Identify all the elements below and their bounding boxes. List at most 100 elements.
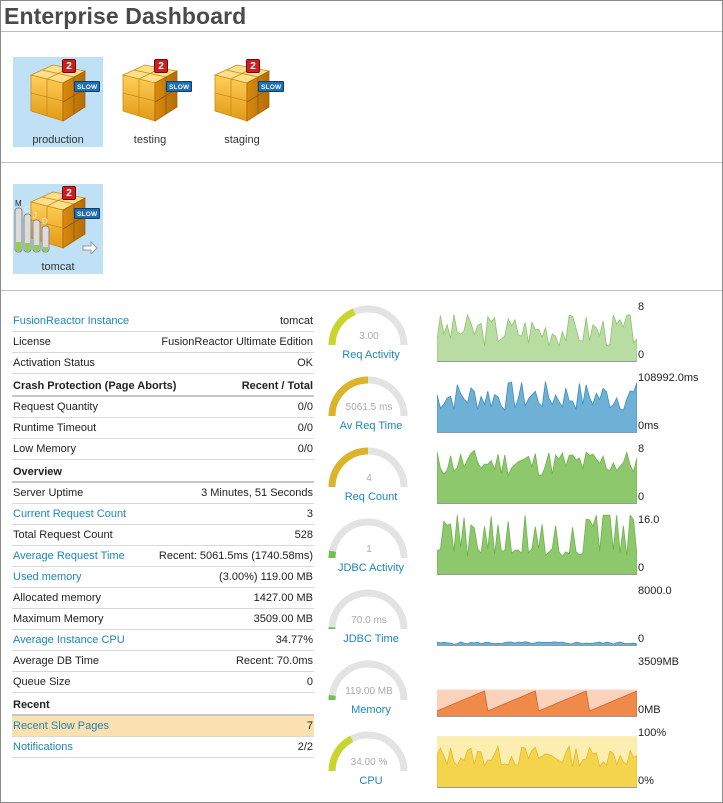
row-value: 0/0 (297, 401, 313, 413)
gauge-value: 70.0 ms (351, 615, 387, 626)
gauge-dial (328, 447, 408, 488)
recent-slow-pages-link[interactable]: Recent Slow Pages (13, 720, 109, 732)
divider (1, 290, 722, 291)
gauge-req-count[interactable]: 4 Req Count (326, 445, 414, 516)
row-value: 0/0 (297, 443, 313, 455)
sparkline-area (437, 381, 637, 433)
slow-badge: SLOW (74, 81, 101, 92)
gauge-dial (328, 305, 408, 346)
gauge-label[interactable]: JDBC Activity (337, 562, 404, 574)
sparkline-cpu (437, 727, 637, 788)
gauge-value: 1 (366, 544, 372, 555)
sparkline-max-label: 3509MB (638, 656, 679, 668)
sparkline-max-label: 8 (638, 301, 645, 313)
gauge-label[interactable]: JDBC Time (343, 633, 399, 645)
sparkline-min-label: 0MB (638, 704, 661, 716)
section-header: Crash Protection (Page Aborts) Recent / … (12, 374, 314, 397)
table-row: FusionReactor Instance tomcat (12, 311, 314, 332)
gauge-jdbc-time[interactable]: 70.0 ms JDBC Time (326, 587, 414, 658)
gauge-label[interactable]: Req Count (344, 491, 398, 503)
average-instance-cpu-link[interactable]: Average Instance CPU (13, 634, 125, 646)
table-row: Activation Status OK (12, 353, 314, 374)
sparkline-min-label: 0 (638, 633, 645, 645)
gauge-fill (328, 735, 354, 772)
row-value: 3 (306, 508, 313, 520)
gauge-jdbc-activity[interactable]: 1 JDBC Activity (326, 516, 414, 587)
gauge-dial (328, 589, 408, 630)
sparkline-min-label: 0ms (638, 420, 659, 432)
sparkline-max-label: 8000.0 (638, 585, 672, 597)
average-request-time-link[interactable]: Average Request Time (13, 550, 125, 562)
table-row: Low Memory 0/0 (12, 439, 314, 460)
instance-tile-tomcat[interactable]: M C J D 2 SLOW tomcat (13, 184, 103, 274)
gauge-value: 4 (366, 473, 372, 484)
group-tile-staging[interactable]: 2 SLOW staging (197, 57, 287, 147)
section-column-label: Recent / Total (241, 380, 313, 392)
row-value: 528 (294, 529, 313, 541)
page-title: Enterprise Dashboard (4, 3, 247, 29)
gauge-value: 3.00 (359, 331, 379, 342)
server-cube-icon (21, 61, 93, 125)
sparkline-av-req-time (437, 372, 637, 433)
used-memory-link[interactable]: Used memory (13, 571, 82, 583)
gauge-dial (328, 376, 408, 417)
gauge-value: 5061.5 ms (345, 402, 393, 413)
group-tile-testing[interactable]: 2 SLOW testing (105, 57, 195, 147)
gauge-req-activity[interactable]: 3.00 Req Activity (326, 303, 414, 374)
gauge-label[interactable]: Memory (351, 704, 391, 716)
row-value: 0/0 (297, 422, 313, 434)
svg-text:D: D (42, 217, 48, 226)
gauge-cpu[interactable]: 34.00 % CPU (326, 729, 414, 800)
sparkline-min-label: 0% (638, 775, 654, 787)
row-key: License (13, 336, 51, 348)
gauge-label[interactable]: Req Activity (342, 349, 400, 361)
gauge-label[interactable]: Av Req Time (339, 420, 403, 432)
table-row: Server Uptime 3 Minutes, 51 Seconds (12, 483, 314, 504)
instance-info-table: FusionReactor Instance tomcat License Fu… (12, 311, 314, 758)
row-key: Request Quantity (13, 401, 98, 413)
gauge-memory[interactable]: 119.00 MB Memory (326, 658, 414, 729)
row-key: Runtime Timeout (13, 422, 97, 434)
alert-count-badge: 2 (154, 59, 168, 73)
row-value: 0 (306, 676, 313, 688)
group-label: testing (133, 134, 167, 146)
group-tile-production[interactable]: 2 SLOW production (13, 57, 103, 147)
sparkline-memory (437, 656, 637, 717)
alert-count-badge: 2 (62, 186, 76, 200)
section-header: Overview (12, 460, 314, 483)
table-row: License FusionReactor Ultimate Edition (12, 332, 314, 353)
section-title: Crash Protection (Page Aborts) (13, 380, 177, 392)
gauge-av-req-time[interactable]: 5061.5 ms Av Req Time (326, 374, 414, 445)
table-row: Average DB Time Recent: 70.0ms (12, 651, 314, 672)
gauge-track (328, 589, 408, 630)
notifications-link[interactable]: Notifications (13, 741, 73, 753)
gauge-dial (328, 518, 408, 559)
sparkline-max-label: 108992.0ms (638, 372, 699, 384)
gauge-value: 34.00 % (350, 757, 388, 768)
sparkline-jdbc-activity (437, 514, 637, 575)
divider (1, 162, 722, 163)
svg-text:C: C (24, 205, 30, 214)
gauge-fill (328, 550, 337, 559)
sparkline-area (437, 690, 637, 717)
row-key: Allocated memory (13, 592, 102, 604)
row-value: 2/2 (297, 741, 313, 753)
row-value: FusionReactor Ultimate Edition (161, 336, 313, 348)
section-title: Overview (13, 466, 62, 478)
table-row: Request Quantity 0/0 (12, 397, 314, 418)
gauge-fill (328, 376, 369, 417)
table-row: Recent Slow Pages 7 (12, 716, 314, 737)
table-row: Maximum Memory 3509.00 MB (12, 609, 314, 630)
server-cube-icon (113, 61, 185, 125)
instance-link[interactable]: FusionReactor Instance (13, 315, 130, 327)
table-row: Runtime Timeout 0/0 (12, 418, 314, 439)
current-request-count-link[interactable]: Current Request Count (13, 508, 127, 520)
row-value: 34.77% (275, 634, 313, 646)
sparkline-area (437, 313, 637, 362)
svg-text:M: M (15, 199, 22, 208)
row-value: Recent: 70.0ms (235, 655, 313, 667)
sparkline-jdbc-time (437, 585, 637, 646)
sparkline-max-label: 100% (638, 727, 667, 739)
gauge-label[interactable]: CPU (359, 775, 383, 787)
sparkline-min-label: 0 (638, 562, 645, 574)
